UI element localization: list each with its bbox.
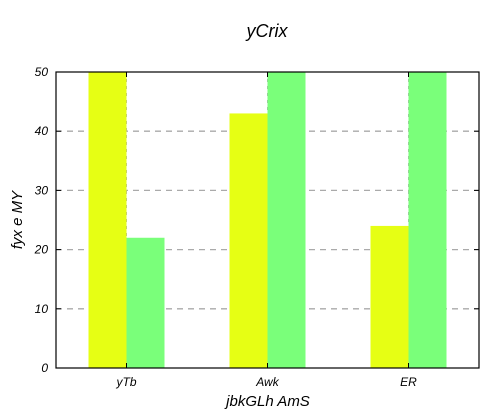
bars [89, 72, 447, 368]
x-tick-label: Awk [255, 375, 279, 389]
x-axis-label: jbkGLh AmS [224, 393, 310, 410]
bar-ER-2 [409, 72, 447, 368]
y-tick-label: 0 [41, 361, 48, 375]
bar-yTb-1 [89, 72, 127, 368]
x-tick-label: yTb [115, 375, 136, 389]
bar-Awk-2 [268, 72, 306, 368]
y-tick-label: 30 [35, 183, 49, 197]
bar-yTb-2 [127, 238, 165, 368]
y-tick-label: 50 [35, 65, 49, 79]
y-tick-label: 10 [35, 302, 49, 316]
x-tick-label: ER [400, 375, 417, 389]
y-tick-label: 40 [35, 124, 49, 138]
y-tick-label: 20 [34, 243, 49, 257]
chart-title: yCrix [245, 21, 289, 41]
bar-Awk-1 [230, 113, 268, 368]
bar-ER-1 [371, 226, 409, 368]
y-axis-label: fyx e MY [9, 190, 26, 249]
